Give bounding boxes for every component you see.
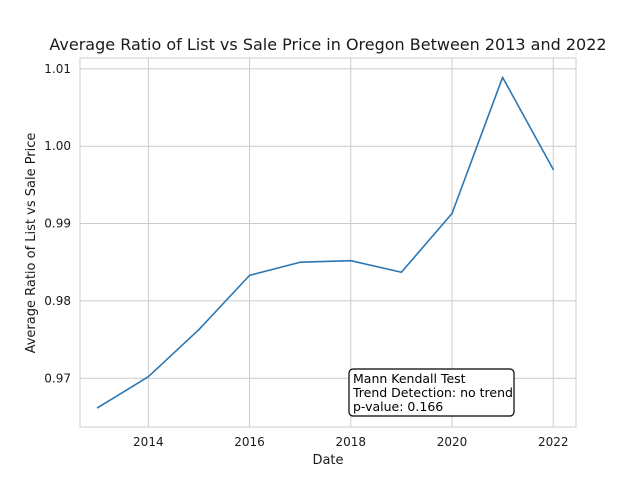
series-line bbox=[96, 76, 555, 409]
y-axis-label: Average Ratio of List vs Sale Price bbox=[24, 133, 39, 354]
x-tick-label: 2016 bbox=[234, 435, 265, 449]
x-tick-label: 2018 bbox=[336, 435, 367, 449]
chart-title: Average Ratio of List vs Sale Price in O… bbox=[49, 35, 606, 54]
x-gridlines bbox=[147, 58, 554, 427]
data-point bbox=[451, 212, 453, 215]
y-tick-label: 1.01 bbox=[44, 62, 71, 76]
data-point bbox=[198, 328, 200, 331]
y-tick-label: 0.97 bbox=[44, 371, 71, 385]
y-tick-label: 0.99 bbox=[44, 217, 71, 231]
plot-frame bbox=[79, 57, 577, 428]
y-tick-label: 1.00 bbox=[44, 139, 71, 153]
data-point bbox=[248, 274, 251, 277]
data-point bbox=[299, 261, 301, 264]
y-tick-labels: 0.97 0.98 0.99 1.00 1.01 bbox=[44, 62, 71, 385]
data-point bbox=[147, 375, 150, 378]
x-tick-labels: 2014 2016 2018 2020 2022 bbox=[133, 435, 568, 449]
plot-background bbox=[80, 58, 576, 427]
y-tick-label: 0.98 bbox=[44, 294, 71, 308]
annotation-line: p-value: 0.166 bbox=[353, 399, 443, 414]
plot-area bbox=[79, 57, 577, 428]
annotation-line: Trend Detection: no trend bbox=[352, 385, 513, 400]
data-point bbox=[400, 271, 403, 274]
annotation-line: Mann Kendall Test bbox=[353, 371, 466, 386]
data-point bbox=[96, 406, 99, 409]
data-point bbox=[501, 76, 504, 79]
annotation-box: Mann Kendall Test Trend Detection: no tr… bbox=[348, 368, 515, 417]
x-tick-label: 2022 bbox=[538, 435, 569, 449]
x-tick-label: 2014 bbox=[133, 435, 164, 449]
x-axis-label: Date bbox=[312, 453, 343, 468]
data-point bbox=[552, 168, 555, 171]
annotation-frame bbox=[348, 368, 515, 417]
x-tick-label: 2020 bbox=[437, 435, 468, 449]
data-points bbox=[96, 76, 555, 409]
data-point bbox=[349, 259, 352, 262]
